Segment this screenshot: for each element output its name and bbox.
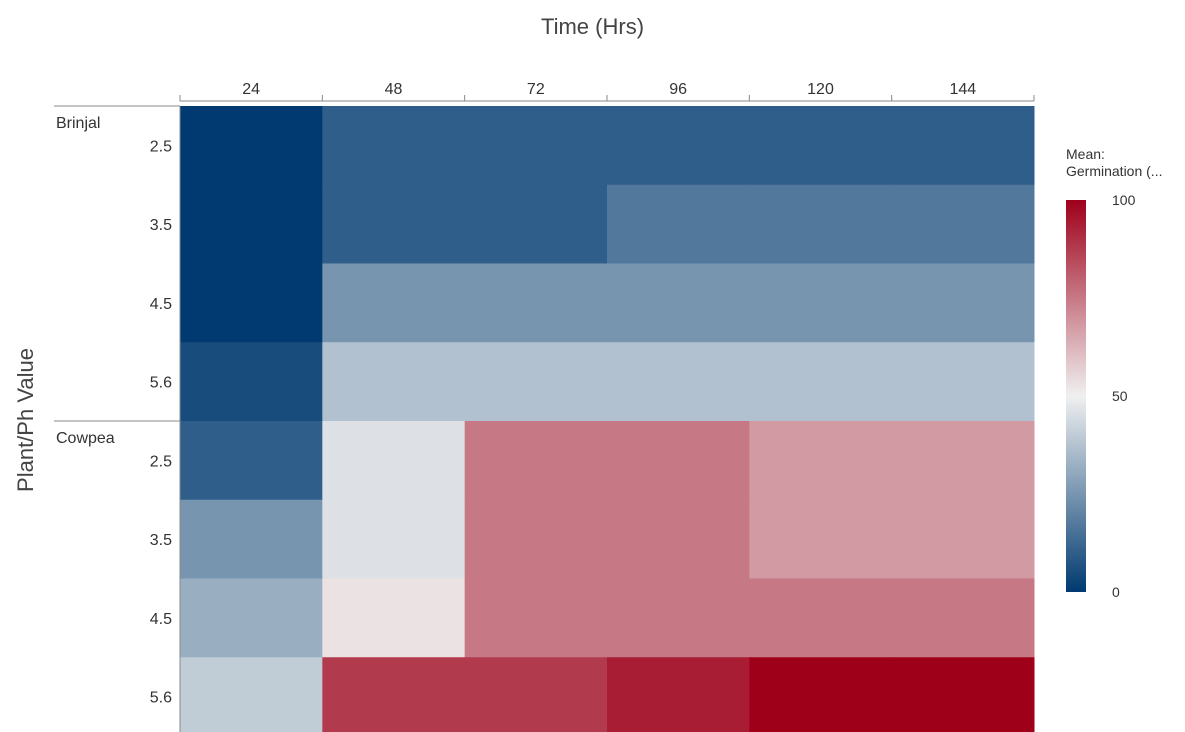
heatmap-cell: [180, 657, 323, 732]
heatmap-cell: [464, 657, 608, 732]
row-label: 5.6: [150, 690, 172, 707]
row-label: 2.5: [150, 138, 172, 155]
group-label: Brinjal: [56, 115, 100, 132]
heatmap-cell: [607, 106, 750, 186]
heatmap-cell: [322, 499, 466, 579]
heatmap-cell: [749, 184, 893, 264]
x-tick-label: 96: [669, 81, 687, 98]
heatmap-cell: [749, 578, 893, 658]
heatmap-cell: [749, 263, 893, 343]
heatmap-cell: [891, 499, 1035, 579]
heatmap-cell: [180, 421, 323, 501]
heatmap-cell: [322, 342, 466, 422]
row-label: 4.5: [150, 611, 172, 628]
heatmap-cell: [749, 421, 893, 501]
heatmap-cell: [891, 578, 1035, 658]
heatmap-cell: [891, 106, 1035, 186]
row-label: 3.5: [150, 532, 172, 549]
heatmap-cell: [891, 184, 1035, 264]
row-label: 4.5: [150, 296, 172, 313]
x-tick-label: 144: [949, 81, 976, 98]
heatmap-cell: [322, 263, 466, 343]
heatmap-cell: [322, 106, 466, 186]
legend-title-line1: Mean:: [1066, 146, 1105, 162]
heatmap-cell: [607, 499, 750, 579]
heatmap-cell: [464, 263, 608, 343]
legend-color-bar: [1066, 200, 1086, 592]
legend-tick-label: 0: [1112, 584, 1120, 600]
row-label: 5.6: [150, 375, 172, 392]
heatmap-cell: [607, 263, 750, 343]
heatmap-cell: [180, 263, 323, 343]
x-tick-label: 120: [807, 81, 834, 98]
heatmap-cell: [464, 421, 608, 501]
x-tick-label: 72: [527, 81, 545, 98]
x-axis-title: Time (Hrs): [540, 14, 645, 39]
heatmap-cell: [464, 184, 608, 264]
row-label: 2.5: [150, 453, 172, 470]
heatmap-cell: [322, 578, 466, 658]
heatmap-cell: [749, 499, 893, 579]
heatmap-cell: [607, 657, 750, 732]
heatmap-cell: [464, 499, 608, 579]
row-label: 3.5: [150, 217, 172, 234]
heatmap-cell: [322, 184, 466, 264]
heatmap-cell: [464, 106, 608, 186]
heatmap-cell: [322, 657, 466, 732]
heatmap-cell: [180, 578, 323, 658]
legend-title-line2: Germination (...: [1066, 163, 1163, 179]
x-tick-label: 24: [242, 81, 260, 98]
x-tick-label: 48: [385, 81, 403, 98]
heatmap-cell: [464, 342, 608, 422]
heatmap-cell: [891, 657, 1035, 732]
heatmap-cell: [891, 421, 1035, 501]
heatmap-cell: [749, 106, 893, 186]
heatmap-cell: [322, 421, 466, 501]
heatmap-cell: [180, 106, 323, 186]
heatmap-cell: [180, 499, 323, 579]
heatmap-cell: [607, 421, 750, 501]
heatmap-cell: [891, 342, 1035, 422]
heatmap-cell: [891, 263, 1035, 343]
heatmap-cell: [180, 342, 323, 422]
heatmap-cell: [607, 342, 750, 422]
legend-tick-label: 50: [1112, 388, 1128, 404]
heatmap-cell: [607, 578, 750, 658]
heatmap-cell: [464, 578, 608, 658]
heatmap-cell: [749, 657, 893, 732]
heatmap-cell: [180, 184, 323, 264]
legend-tick-label: 100: [1112, 192, 1136, 208]
group-label: Cowpea: [56, 430, 115, 447]
heatmap-cell: [607, 184, 750, 264]
heatmap-cell: [749, 342, 893, 422]
